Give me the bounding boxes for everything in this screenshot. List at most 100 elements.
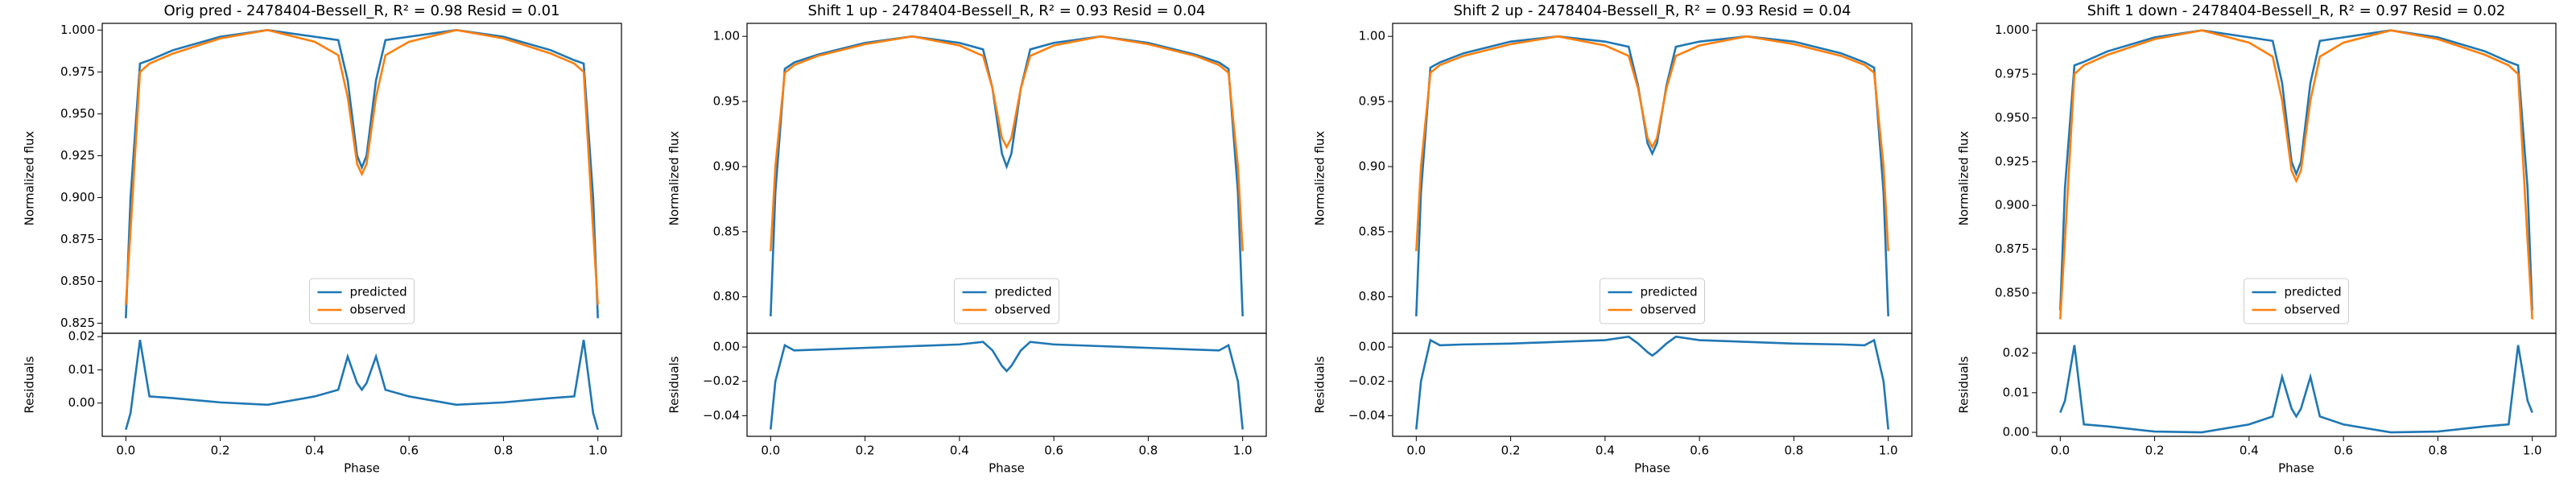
y-axis-label: Normalized flux (1313, 131, 1327, 226)
y-tick-label: 0.00 (2003, 425, 2029, 440)
axes-frame (101, 332, 622, 437)
x-tick-label: 0.8 (1784, 444, 1803, 458)
x-tick-label: 0.0 (116, 444, 135, 458)
y-tick-label: 0.00 (1359, 340, 1385, 354)
y-tick-label: 0.975 (1995, 67, 2029, 81)
y-axis-label: Normalized flux (1957, 131, 1971, 226)
y-tick-label: −0.02 (1348, 374, 1385, 388)
legend-label: observed (995, 303, 1051, 317)
y-tick-label: 0.875 (1995, 242, 2029, 256)
y-tick-label: 0.875 (60, 232, 95, 246)
x-tick-label: 0.6 (2334, 444, 2353, 458)
series-line (2059, 345, 2533, 434)
y-tick-label: 0.02 (68, 329, 95, 344)
legend-label: observed (2285, 303, 2341, 317)
x-tick-label: 1.0 (1879, 444, 1898, 458)
y-tick-label: 0.90 (1359, 159, 1385, 173)
x-tick-label: 1.0 (1233, 444, 1253, 458)
series-line (125, 28, 599, 305)
x-tick-label: 0.4 (950, 444, 969, 458)
x-tick-label: 0.6 (1044, 444, 1063, 458)
y-tick-label: 0.00 (713, 340, 740, 354)
x-tick-label: 0.4 (2240, 444, 2259, 458)
y-tick-label: 0.950 (60, 106, 95, 121)
y-tick-label: 1.00 (1359, 29, 1385, 43)
x-tick-label: 0.2 (2145, 444, 2165, 458)
x-tick-label: 0.4 (305, 444, 324, 458)
y-axis-label: Residuals (667, 356, 682, 413)
y-tick-label: 0.02 (2003, 345, 2029, 360)
legend-box (309, 278, 415, 324)
y-tick-label: 0.925 (60, 148, 95, 163)
x-tick-label: 0.8 (2428, 444, 2447, 458)
series-line (1415, 335, 1889, 430)
y-tick-label: 0.95 (713, 94, 740, 109)
legend-label: predicted (350, 285, 407, 299)
legend-label: predicted (1641, 285, 1698, 299)
x-tick-label: 0.4 (1596, 444, 1615, 458)
y-tick-label: 0.85 (713, 224, 740, 238)
legend-label: observed (1641, 303, 1697, 317)
series-line (125, 340, 599, 431)
series-line (770, 35, 1244, 252)
chart-title: Shift 1 up - 2478404-Bessell_R, R² = 0.9… (807, 2, 1205, 19)
y-axis-label: Residuals (1313, 356, 1327, 413)
x-tick-label: 0.0 (761, 444, 780, 458)
legend-box (2244, 278, 2349, 324)
y-tick-label: 0.90 (713, 159, 740, 173)
y-tick-label: 0.01 (2003, 385, 2029, 399)
y-tick-label: 1.000 (1995, 23, 2029, 37)
x-tick-label: 0.2 (211, 444, 230, 458)
x-tick-label: 1.0 (2523, 444, 2542, 458)
x-tick-label: 0.2 (856, 444, 875, 458)
y-tick-label: 0.925 (1995, 154, 2029, 168)
series-line (770, 341, 1244, 430)
series-line (2059, 29, 2533, 311)
x-axis-label: Phase (1634, 461, 1670, 476)
y-axis-label: Residuals (1957, 356, 1971, 413)
series-line (125, 29, 599, 319)
x-tick-label: 0.0 (2050, 444, 2070, 458)
y-axis-label: Normalized flux (23, 131, 37, 226)
chart-title: Orig pred - 2478404-Bessell_R, R² = 0.98… (163, 2, 559, 19)
chart-title: Shift 1 down - 2478404-Bessell_R, R² = 0… (2087, 2, 2506, 19)
y-tick-label: 0.80 (713, 289, 740, 303)
y-tick-label: 0.950 (1995, 110, 2029, 125)
series-line (770, 35, 1244, 317)
legend-box (1600, 278, 1705, 324)
series-line (1415, 35, 1889, 317)
x-axis-label: Phase (2278, 461, 2314, 476)
x-tick-label: 0.2 (1501, 444, 1521, 458)
y-tick-label: 0.900 (60, 190, 95, 204)
y-tick-label: 1.00 (713, 29, 740, 43)
x-tick-label: 0.6 (1690, 444, 1709, 458)
legend-box (954, 278, 1059, 324)
x-tick-label: 1.0 (588, 444, 608, 458)
legend-label: observed (350, 303, 407, 317)
y-tick-label: −0.04 (1348, 408, 1385, 423)
y-tick-label: 0.975 (60, 64, 95, 79)
series-line (1415, 35, 1889, 252)
y-axis-label: Residuals (23, 356, 37, 413)
y-tick-label: 0.95 (1359, 94, 1385, 109)
x-tick-label: 0.8 (1138, 444, 1158, 458)
y-tick-label: 0.825 (60, 316, 95, 330)
y-tick-label: 0.00 (68, 395, 95, 410)
axes-frame (1392, 332, 1913, 437)
x-tick-label: 0.6 (399, 444, 419, 458)
axes-frame (746, 332, 1267, 437)
y-tick-label: −0.02 (703, 374, 740, 388)
x-tick-label: 0.0 (1406, 444, 1426, 458)
y-tick-label: 1.000 (60, 23, 95, 37)
y-tick-label: 0.850 (1995, 285, 2029, 299)
chart-title: Shift 2 up - 2478404-Bessell_R, R² = 0.9… (1453, 2, 1851, 19)
axes-frame (2036, 332, 2557, 437)
legend-label: predicted (2285, 285, 2342, 299)
y-tick-label: 0.01 (68, 362, 95, 377)
series-line (2059, 29, 2533, 320)
x-axis-label: Phase (344, 461, 380, 476)
legend-label: predicted (995, 285, 1052, 299)
y-tick-label: 0.85 (1359, 224, 1385, 238)
y-axis-label: Normalized flux (667, 131, 682, 226)
